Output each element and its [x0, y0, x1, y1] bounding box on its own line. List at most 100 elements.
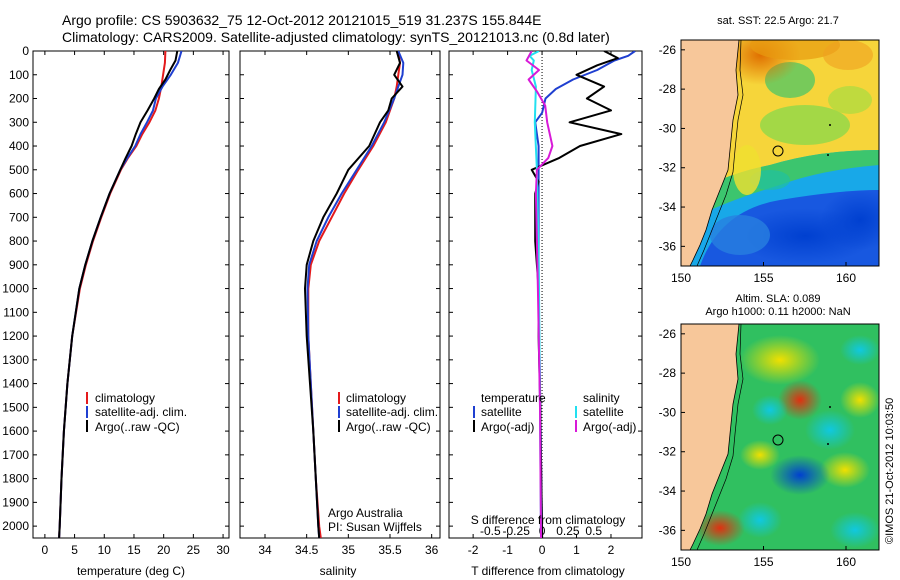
temperature-legend: climatology satellite-adj. clim. Argo(..… — [86, 391, 187, 434]
lat-tick-label: -26 — [659, 327, 677, 341]
lat-tick-label: -34 — [659, 484, 677, 498]
y-tick-label: 700 — [9, 210, 29, 224]
x-tick-label: 15 — [127, 543, 141, 557]
lat-tick-label: -28 — [659, 366, 677, 380]
y-tick-label: 1700 — [2, 448, 29, 462]
lon-tick-label: 160 — [836, 555, 856, 569]
y-tick-label: 1500 — [2, 400, 29, 414]
sla-map-field — [681, 324, 879, 550]
x-tick-label: 34 — [258, 543, 272, 557]
legend-label-climatology: climatology — [346, 391, 406, 405]
difference-legend: temperature salinity satellite Argo(-adj… — [473, 391, 636, 434]
x-tick-label: 1 — [573, 543, 580, 557]
legend-label-s-satellite: satellite — [583, 405, 624, 419]
y-tick-label: 1600 — [2, 424, 29, 438]
legend-label-argo: Argo(..raw -QC) — [346, 420, 431, 434]
x-tick-label: 35 — [342, 543, 356, 557]
lat-tick-label: -34 — [659, 200, 677, 214]
y-tick-label: 500 — [9, 163, 29, 177]
lat-tick-label: -30 — [659, 405, 677, 419]
sst-map-panel: sat. SST: 22.5 Argo: 21.7 — [659, 15, 880, 285]
legend-label-argo: Argo(..raw -QC) — [95, 420, 180, 434]
lon-tick-label: 155 — [753, 271, 773, 285]
x-tick-label: 25 — [187, 543, 201, 557]
y-tick-label: 1000 — [2, 282, 29, 296]
x-tick-label: 34.5 — [295, 543, 319, 557]
salinity-difference-label: S difference from climatology — [471, 513, 626, 527]
sla-map-title-2: Argo h1000: 0.11 h2000: NaN — [705, 306, 850, 318]
salinity-xlabel: salinity — [320, 564, 357, 578]
legend-label-s-argo: Argo(-adj) — [583, 420, 636, 434]
x-tick-label: 5 — [71, 543, 78, 557]
series-line-argo-raw-qc — [58, 51, 179, 538]
y-tick-label: 800 — [9, 234, 29, 248]
lon-tick-label: 150 — [671, 271, 691, 285]
argo-position-marker — [772, 434, 784, 446]
sst-map-frame — [680, 39, 880, 267]
lon-tick-label: 155 — [753, 555, 773, 569]
y-tick-label: 100 — [9, 68, 29, 82]
coastline-land — [681, 324, 740, 550]
legend-label-t-satellite: satellite — [481, 405, 522, 419]
coastline-land — [681, 40, 740, 266]
salinity-legend: climatology satellite-adj. clim. Argo(..… — [338, 391, 438, 434]
s-tick-label: 0.25 — [556, 524, 580, 538]
temperature-xlabel: temperature (deg C) — [77, 564, 185, 578]
lat-tick-label: -30 — [659, 121, 677, 135]
y-tick-label: 1100 — [3, 305, 29, 319]
sla-map-frame — [680, 323, 880, 551]
y-tick-label: 900 — [9, 258, 29, 272]
y-tick-label: 200 — [9, 92, 29, 106]
series-line-s-argo-adj — [525, 51, 554, 538]
series-line-argo-raw-qc — [304, 51, 404, 538]
salinity-annotation-1: Argo Australia — [328, 506, 403, 520]
y-tick-label: 1400 — [2, 377, 29, 391]
salinity-panel: 34 34.5 35 35.5 36 climatology satellite-adj… — [239, 50, 441, 578]
lat-tick-label: -26 — [659, 43, 677, 57]
y-tick-label: 600 — [9, 187, 29, 201]
argo-position-marker — [772, 145, 784, 157]
y-tick-label: 0 — [22, 44, 29, 58]
legend-label-climatology: climatology — [95, 391, 155, 405]
lon-tick-label: 150 — [671, 555, 691, 569]
temperature-axes-frame — [32, 50, 230, 539]
legend-label-t-argo: Argo(-adj) — [481, 420, 534, 434]
title-line-1: Argo profile: CS 5903632_75 12-Oct-2012 … — [62, 12, 542, 28]
lat-tick-label: -36 — [659, 239, 677, 253]
legend-label-satellite: satellite-adj. clim. — [346, 405, 438, 419]
legend-label-satellite: satellite-adj. clim. — [95, 405, 187, 419]
x-tick-label: -2 — [468, 543, 479, 557]
lat-tick-label: -32 — [659, 445, 677, 459]
y-tick-label: 1900 — [2, 495, 29, 509]
title-line-2: Climatology: CARS2009. Satellite-adjuste… — [62, 29, 610, 45]
x-tick-label: 36 — [425, 543, 439, 557]
x-tick-label: 0 — [42, 543, 49, 557]
salinity-axes-frame — [239, 50, 441, 539]
s-tick-label: -0.25 — [503, 524, 531, 538]
difference-axes-frame — [448, 50, 643, 539]
x-tick-label: 35.5 — [378, 543, 402, 557]
sst-map-field — [681, 40, 879, 266]
x-tick-label: 20 — [157, 543, 171, 557]
copyright-side-label: ©IMOS 21-Oct-2012 10:03:50 — [884, 398, 896, 544]
y-tick-label: 300 — [9, 115, 29, 129]
x-tick-label: 0 — [539, 543, 546, 557]
y-tick-label: 1300 — [2, 353, 29, 367]
y-tick-label: 400 — [9, 139, 29, 153]
lat-tick-label: -28 — [659, 82, 677, 96]
sla-map-title-1: Altim. SLA: 0.089 — [736, 293, 821, 305]
sla-map-panel: Altim. SLA: 0.089 Argo h1000: 0.11 h2000… — [659, 293, 880, 569]
lat-tick-label: -32 — [659, 161, 677, 175]
temperature-panel: 0 5 10 15 20 25 300100200300400500600700800900… — [2, 44, 230, 578]
temperature-difference-xlabel: T difference from climatology — [471, 564, 625, 578]
legend-title-temperature: temperature — [481, 391, 546, 405]
y-tick-label: 2000 — [2, 519, 29, 533]
lon-tick-label: 160 — [836, 271, 856, 285]
legend-title-salinity: salinity — [583, 391, 620, 405]
sst-map-title: sat. SST: 22.5 Argo: 21.7 — [717, 15, 839, 27]
salinity-annotation-2: PI: Susan Wijffels — [328, 520, 422, 534]
x-tick-label: 30 — [216, 543, 230, 557]
x-tick-label: 10 — [98, 543, 112, 557]
